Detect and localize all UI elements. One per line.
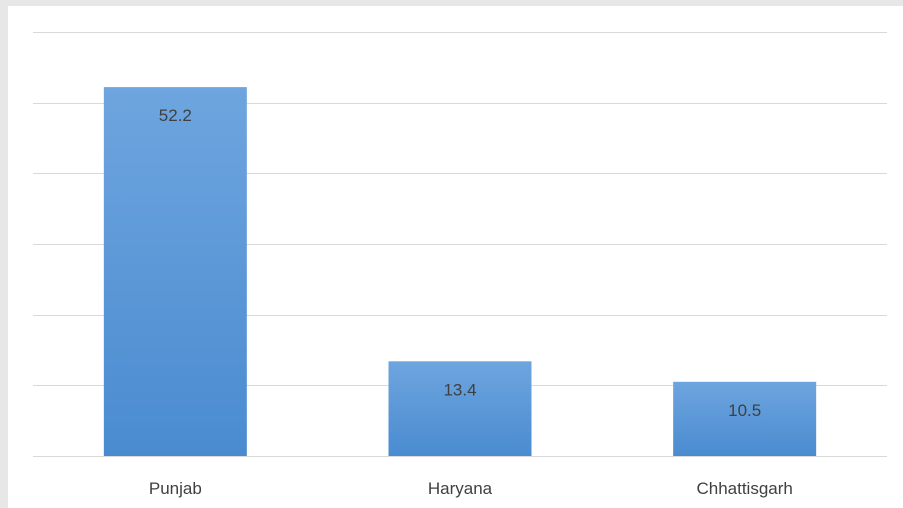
data-label-punjab: 52.2	[159, 106, 192, 125]
bars	[103, 87, 817, 457]
x-axis-tick-labels: Punjab Haryana Chhattisgarh	[149, 479, 793, 498]
chart-frame: 52.2 13.4 10.5 Punjab Haryana Chhattisgarh	[8, 6, 903, 508]
x-tick-label-chhattisgarh: Chhattisgarh	[696, 479, 792, 498]
bar-chart: 52.2 13.4 10.5 Punjab Haryana Chhattisgarh	[33, 32, 887, 498]
data-labels: 52.2 13.4 10.5	[159, 106, 761, 420]
bar-haryana	[388, 361, 532, 456]
x-tick-label-punjab: Punjab	[149, 479, 202, 498]
x-tick-label-haryana: Haryana	[428, 479, 493, 498]
bar-punjab	[103, 87, 247, 457]
data-label-chhattisgarh: 10.5	[728, 401, 761, 420]
data-label-haryana: 13.4	[443, 380, 476, 399]
bar-chhattisgarh	[673, 381, 817, 456]
